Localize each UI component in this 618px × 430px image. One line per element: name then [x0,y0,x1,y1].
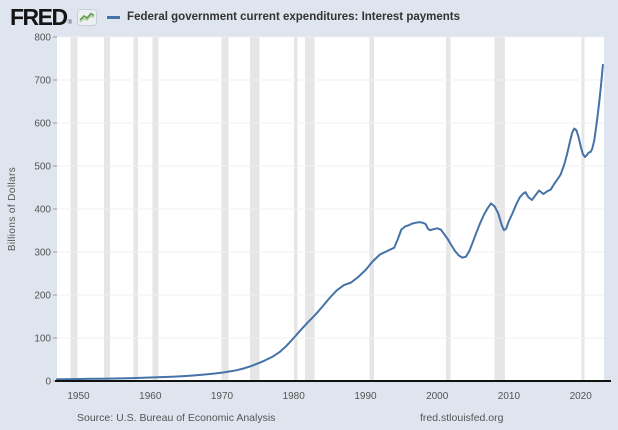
x-tick-label: 1960 [139,391,162,402]
registered-mark: ® [67,20,73,26]
y-tick-label: 600 [34,119,51,130]
chart-header: FRED ® Federal government current expendi… [10,5,460,29]
x-tick-label: 1970 [211,391,234,402]
y-tick-label: 400 [34,205,51,216]
y-tick-label: 500 [34,162,51,173]
legend-line-swatch [107,15,121,19]
y-tick-label: 800 [34,33,51,44]
y-tick-label: 300 [34,248,51,259]
x-tick-label: 2010 [498,391,521,402]
legend-label: Federal government current expenditures:… [127,11,461,23]
x-tick-label: 1950 [67,391,90,402]
y-tick-label: 700 [34,76,51,87]
fred-logo: FRED [10,4,68,30]
chart-legend: Federal government current expenditures:… [107,11,460,23]
y-axis-title: Billions of Dollars [7,167,18,251]
x-tick-label: 1980 [283,391,306,402]
x-tick-label: 1990 [354,391,377,402]
y-axis-labels: 0 100 200 300 400 500 600 700 800 [34,33,51,388]
x-tick-label: 2000 [426,391,449,402]
y-tick-label: 100 [34,334,51,345]
fred-chart-icon [77,8,98,26]
y-tick-label: 0 [45,377,51,388]
series-line [56,63,604,381]
source-note: Source: U.S. Bureau of Economic Analysis [77,412,276,424]
site-url-label[interactable]: fred.stlouisfed.org [420,412,504,424]
x-axis-labels: 1950 1960 1970 1980 1990 2000 2010 2020 [67,391,592,402]
x-tick-label: 2020 [570,391,593,402]
y-tick-label: 200 [34,291,51,302]
